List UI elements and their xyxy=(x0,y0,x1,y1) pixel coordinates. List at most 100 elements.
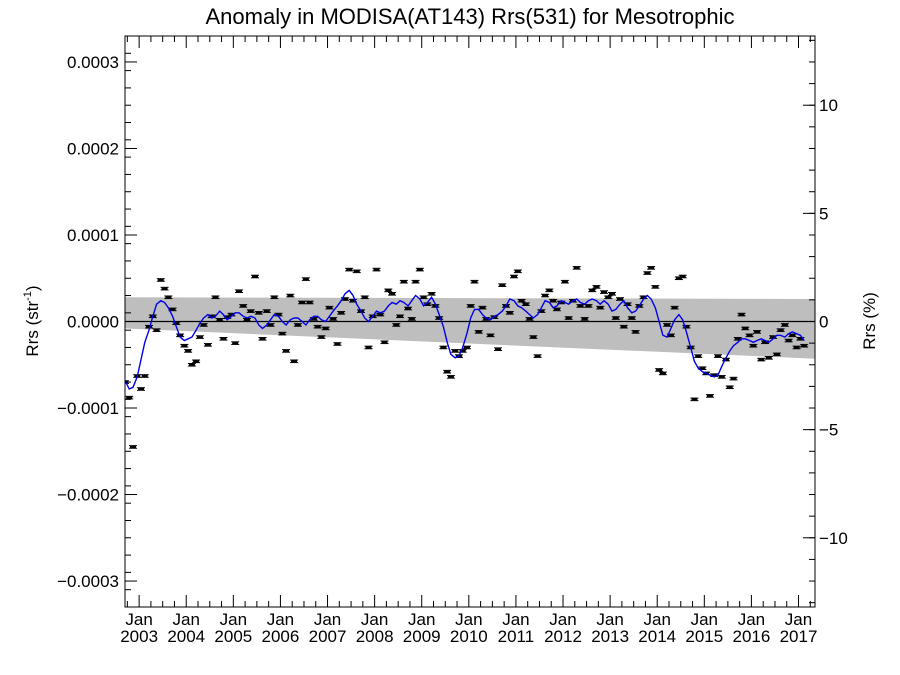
data-point-mark xyxy=(561,280,568,283)
data-point xyxy=(392,323,401,327)
data-point xyxy=(631,330,640,334)
data-point xyxy=(616,297,625,301)
data-point-mark xyxy=(153,329,160,332)
data-point-mark xyxy=(718,375,725,378)
x-tick-month-label: Jan xyxy=(125,610,152,629)
y-axis-left-title-main: Rrs (str xyxy=(23,301,42,357)
data-point-mark xyxy=(393,323,400,326)
data-point xyxy=(211,295,220,300)
x-tick-year-label: 2009 xyxy=(403,627,441,646)
data-point xyxy=(604,295,613,300)
data-point xyxy=(513,269,522,274)
data-point-mark xyxy=(495,348,502,351)
data-point xyxy=(164,295,173,300)
data-point-mark xyxy=(216,318,223,321)
data-point xyxy=(305,300,314,305)
data-point-mark xyxy=(255,311,262,314)
data-point-mark xyxy=(506,311,513,314)
data-point-mark xyxy=(353,270,360,273)
data-point xyxy=(360,295,369,300)
data-point xyxy=(219,337,228,341)
data-point xyxy=(234,289,243,294)
data-point xyxy=(757,357,766,362)
data-point-mark xyxy=(220,337,227,340)
data-point-mark xyxy=(126,396,133,399)
x-tick-year-label: 2015 xyxy=(685,627,723,646)
data-point-mark xyxy=(349,299,356,302)
data-point-mark xyxy=(169,308,176,311)
data-point-mark xyxy=(553,308,560,311)
data-point-mark xyxy=(235,290,242,293)
data-point-mark xyxy=(632,330,639,333)
data-point xyxy=(380,340,389,345)
y-axis-left-title-close: ) xyxy=(23,285,42,291)
data-point-mark xyxy=(326,306,333,309)
data-point xyxy=(764,356,773,360)
chart-title: Anomaly in MODISA(AT143) Rrs(531) for Me… xyxy=(206,4,735,29)
data-point xyxy=(584,304,593,308)
data-point xyxy=(713,354,722,358)
data-point-mark xyxy=(706,394,713,397)
y-right-tick-label: 5 xyxy=(819,204,828,223)
data-point xyxy=(745,333,754,338)
x-axis: Jan2003Jan2004Jan2005Jan2006Jan2007Jan20… xyxy=(120,36,817,646)
data-point-mark xyxy=(188,363,195,366)
data-point xyxy=(572,266,581,270)
data-point-mark xyxy=(640,296,647,299)
data-point xyxy=(250,274,259,279)
data-point-mark xyxy=(232,342,239,345)
data-point xyxy=(494,347,503,351)
x-tick-month-label: Jan xyxy=(502,610,529,629)
data-point xyxy=(140,374,149,378)
data-point xyxy=(788,333,797,338)
data-point xyxy=(443,369,452,374)
data-point-mark xyxy=(389,292,396,295)
data-point-mark xyxy=(259,337,266,340)
data-point-mark xyxy=(263,310,270,313)
data-point-mark xyxy=(428,292,435,295)
data-point-mark xyxy=(385,289,392,292)
data-point xyxy=(396,314,405,319)
data-point xyxy=(129,445,138,449)
data-point xyxy=(458,349,467,353)
uncertainty-band xyxy=(125,297,815,359)
data-point-mark xyxy=(341,298,348,301)
data-point xyxy=(643,271,652,275)
x-tick-year-label: 2005 xyxy=(214,627,252,646)
y-tick-label: −0.0002 xyxy=(57,486,119,505)
data-point xyxy=(470,279,479,284)
data-point xyxy=(705,394,714,398)
data-point-mark xyxy=(294,323,301,326)
data-point xyxy=(376,312,385,317)
data-point xyxy=(611,316,620,320)
data-point-mark xyxy=(412,280,419,283)
data-point xyxy=(517,298,526,303)
x-tick-month-label: Jan xyxy=(267,610,294,629)
data-point xyxy=(510,274,519,279)
y-tick-label: −0.0001 xyxy=(57,399,119,418)
data-point-mark xyxy=(605,296,612,299)
data-point-mark xyxy=(683,325,690,328)
data-point xyxy=(203,343,212,347)
data-point-mark xyxy=(758,358,765,361)
data-point-mark xyxy=(511,275,518,278)
x-tick-year-label: 2011 xyxy=(498,627,535,646)
data-point xyxy=(199,323,208,327)
data-point xyxy=(682,324,691,329)
data-point-mark xyxy=(420,296,427,299)
data-point-mark xyxy=(463,346,470,349)
data-point-mark xyxy=(609,292,616,295)
data-point xyxy=(215,317,224,322)
data-point-mark xyxy=(322,327,329,330)
data-point-mark xyxy=(334,342,341,345)
data-point-mark xyxy=(648,266,655,269)
data-point xyxy=(729,376,738,381)
data-point-mark xyxy=(181,344,188,347)
data-point-mark xyxy=(711,374,718,377)
data-point-mark xyxy=(271,296,278,299)
data-point-mark xyxy=(310,317,317,320)
data-point-mark xyxy=(318,336,325,339)
data-point xyxy=(780,323,789,327)
data-point xyxy=(317,335,326,339)
data-point xyxy=(384,288,393,293)
